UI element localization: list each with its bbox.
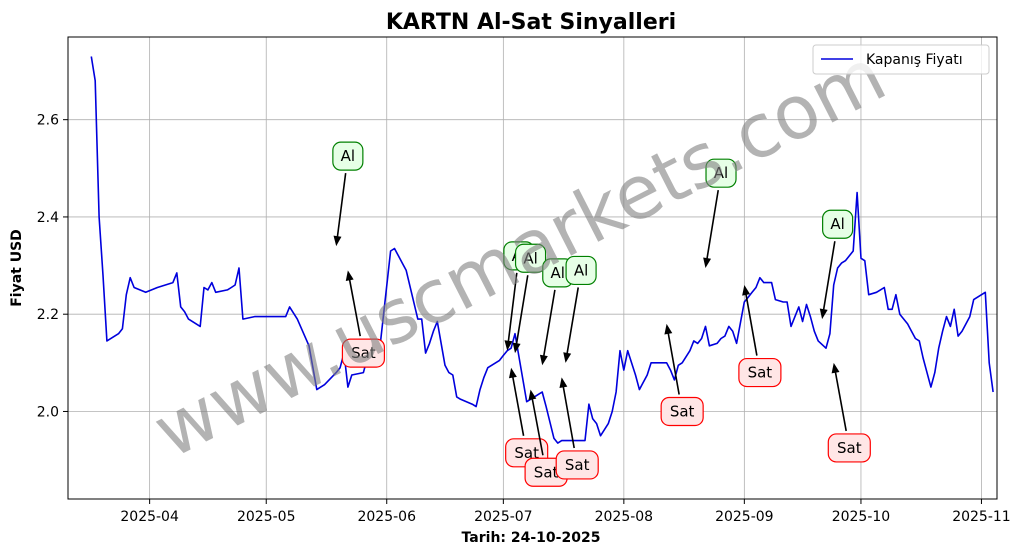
- legend: Kapanış Fiyatı: [812, 44, 990, 75]
- signal-arrow-shaft: [744, 290, 758, 356]
- series-line-kapanis-fiyati: [90, 56, 994, 444]
- y-tick-label: 2.2: [37, 307, 59, 323]
- sell-signal-annotation: Sat: [555, 377, 599, 480]
- x-tick-label: 2025-08: [595, 509, 654, 525]
- sell-signal-annotation: Sat: [660, 323, 704, 427]
- signal-arrow-shaft: [834, 368, 847, 432]
- signal-arrow-head: [504, 340, 513, 351]
- x-tick-label: 2025-09: [715, 509, 774, 525]
- signal-label-text: Sat: [565, 456, 590, 474]
- signal-annotations: AlSatAlAlSatSatAlSatAlSatAlSatAlSat: [332, 141, 871, 487]
- y-tick-label: 2.0: [37, 404, 59, 420]
- signal-label-text: Al: [574, 261, 588, 279]
- signal-arrow-shaft: [507, 272, 518, 345]
- x-tick-label: 2025-11: [952, 509, 1011, 525]
- signal-arrow-head: [563, 352, 572, 363]
- buy-signal-annotation: Al: [332, 141, 364, 247]
- x-tick-label: 2025-04: [120, 509, 179, 525]
- signal-arrow-head: [333, 235, 342, 247]
- signal-label-text: Sat: [534, 463, 559, 481]
- signal-arrow-head: [539, 354, 548, 366]
- y-tick-label: 2.4: [37, 210, 59, 226]
- signal-label-box: [341, 338, 386, 368]
- buy-signal-annotation: Al: [512, 243, 547, 354]
- signal-label-text: Al: [523, 249, 537, 267]
- buy-signal-annotation: Al: [539, 258, 574, 366]
- signal-label-box: [565, 255, 597, 286]
- sell-signal-annotation: Sat: [738, 285, 782, 388]
- signal-label-box: [514, 243, 547, 273]
- buy-signal-annotation: Al: [819, 209, 854, 320]
- signal-arrow-shaft: [530, 395, 544, 456]
- signal-arrow-shaft: [705, 190, 720, 263]
- x-tick-label: 2025-05: [237, 509, 296, 525]
- signal-arrow-head: [819, 308, 828, 320]
- signal-label-box: [555, 450, 599, 480]
- x-tick-label: 2025-10: [832, 509, 891, 525]
- signal-label-text: Sat: [514, 444, 539, 462]
- signal-arrow-head: [703, 257, 712, 268]
- buy-signal-annotation: Al: [563, 255, 597, 363]
- signal-arrow-head: [831, 362, 840, 374]
- signal-label-box: [705, 158, 737, 188]
- signal-arrow-head: [742, 285, 751, 296]
- signal-arrow-shaft: [511, 373, 525, 436]
- signal-arrow-head: [345, 270, 354, 281]
- legend-label: Kapanış Fiyatı: [866, 52, 963, 68]
- x-axis-ticks: 2025-04 2025-05 2025-06 2025-07 2025-08 2025-…: [120, 499, 1011, 525]
- signal-arrow-shaft: [348, 276, 362, 337]
- signal-label-box: [827, 433, 871, 463]
- signal-arrow-head: [528, 389, 537, 401]
- signal-arrow-head: [664, 323, 673, 335]
- signal-arrow-shaft: [561, 383, 575, 449]
- signal-label-text: Al: [341, 147, 355, 165]
- signal-arrow-shaft: [336, 173, 347, 241]
- x-tick-label: 2025-06: [357, 509, 416, 525]
- signal-label-text: Al: [551, 264, 565, 282]
- signal-label-text: Sat: [837, 439, 862, 457]
- signal-arrow-shaft: [666, 329, 680, 395]
- signal-label-text: Sat: [351, 344, 376, 362]
- signal-label-box: [332, 141, 364, 171]
- signal-arrow-head: [508, 367, 517, 379]
- signal-label-text: Al: [830, 215, 844, 233]
- signal-label-box: [738, 357, 782, 388]
- x-axis-label: Tarih: 24-10-2025: [462, 530, 601, 546]
- legend-box: [812, 44, 990, 75]
- plot-frame: [67, 36, 998, 500]
- signal-arrow-shaft: [515, 275, 529, 348]
- y-tick-label: 2.6: [37, 113, 59, 129]
- sell-signal-annotation: Sat: [341, 270, 386, 368]
- signal-arrow-head: [559, 377, 568, 388]
- x-tick-label: 2025-07: [474, 509, 533, 525]
- signal-label-text: Al: [714, 164, 728, 182]
- signal-arrow-shaft: [822, 241, 836, 314]
- signal-label-box: [660, 396, 704, 427]
- signal-label-text: Sat: [670, 402, 695, 420]
- y-axis-label: Fiyat USD: [9, 229, 25, 307]
- y-axis-ticks: 2.0 2.2 2.4 2.6: [37, 113, 68, 420]
- buy-signal-annotation: Al: [703, 158, 737, 268]
- chart-title: KARTN Al-Sat Sinyalleri: [386, 10, 676, 35]
- signal-arrow-head: [512, 342, 521, 354]
- sell-signal-annotation: Sat: [827, 362, 871, 463]
- signal-label-box: [822, 209, 854, 239]
- signal-arrow-shaft: [542, 289, 556, 360]
- signal-label-text: Sat: [748, 364, 773, 382]
- signal-arrow-shaft: [565, 287, 580, 358]
